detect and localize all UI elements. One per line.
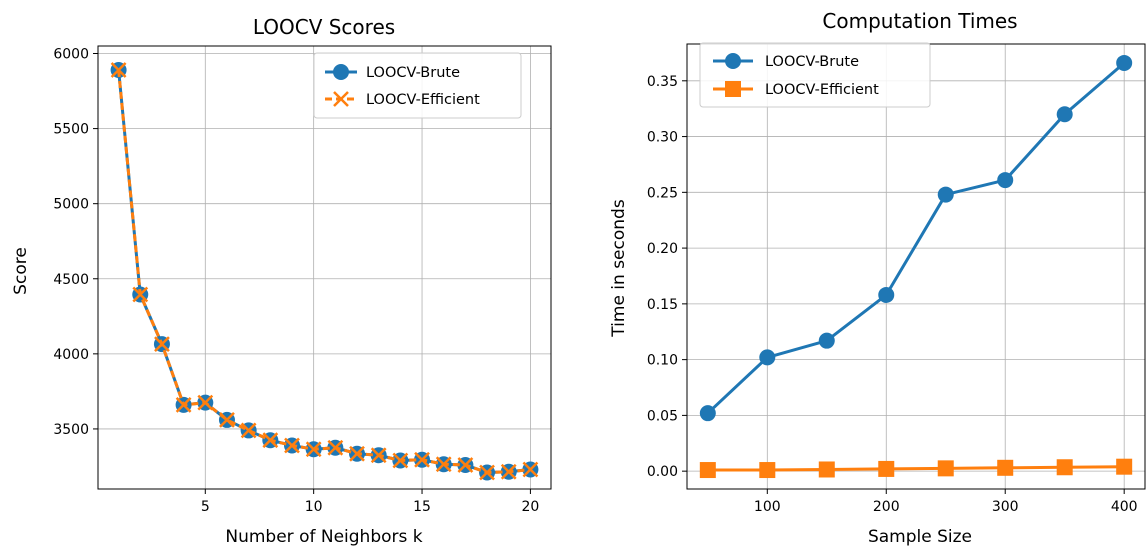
data-point: [878, 460, 895, 477]
data-point: [937, 186, 954, 203]
data-point: [1116, 54, 1133, 71]
data-point: [197, 394, 214, 411]
data-point: [500, 463, 517, 480]
y-tick-label: 0.20: [647, 241, 678, 257]
legend-marker-brute: [725, 53, 741, 69]
data-point: [175, 397, 192, 413]
y-tick-label: 4000: [53, 347, 89, 363]
legend-label-efficient: LOOCV-Efficient: [366, 92, 480, 108]
ticks: 100 200 300 400 0.00 0.05 0.10 0.15 0.20 0.25 0.30…: [647, 74, 1138, 515]
grid: [686, 43, 1146, 490]
plot-frame: [686, 43, 1146, 490]
y-tick-label: 6000: [53, 47, 89, 63]
plot-frame: [97, 45, 552, 490]
data-point: [132, 286, 149, 303]
x-tick-label: 100: [754, 499, 781, 515]
series-line-1: [707, 465, 1125, 472]
data-point: [997, 172, 1014, 189]
legend-marker-brute: [333, 64, 349, 80]
data-point: [1056, 106, 1073, 123]
series-layer: [699, 54, 1133, 479]
y-tick-label: 0.35: [647, 74, 678, 90]
y-tick-label: 5500: [53, 122, 89, 138]
data-point: [997, 459, 1014, 476]
legend-box: [313, 52, 522, 119]
series-line-0: [706, 61, 1126, 415]
y-tick-label: 0.05: [647, 408, 678, 424]
data-point: [937, 460, 954, 477]
data-point: [349, 445, 365, 462]
series-line-1: [117, 69, 531, 474]
x-tick-label: 20: [521, 499, 539, 515]
data-point: [435, 456, 452, 473]
data-point: [1056, 459, 1073, 476]
chart-title: LOOCV Scores: [253, 15, 395, 39]
legend-box: [699, 42, 931, 108]
ticks: 5 10 15 20 3500 4000 4500 5000 5500 6000: [53, 47, 539, 515]
chart-title: Computation Times: [822, 9, 1017, 33]
legend-marker-efficient: [333, 91, 349, 107]
data-point: [370, 447, 387, 464]
data-point: [110, 62, 127, 78]
y-tick-label: 0.15: [647, 297, 678, 313]
y-tick-label: 0.25: [647, 185, 678, 201]
data-point: [878, 286, 895, 303]
y-tick-label: 0.30: [647, 130, 678, 146]
y-tick-label: 0.10: [647, 353, 678, 369]
legend-label-efficient: LOOCV-Efficient: [765, 82, 879, 98]
data-point: [818, 332, 835, 349]
data-point: [284, 437, 300, 454]
data-point: [305, 441, 322, 458]
x-tick-label: 10: [305, 499, 323, 515]
y-axis-label: Time in seconds: [609, 199, 629, 338]
legend: LOOCV-Brute LOOCV-Efficient: [699, 42, 931, 108]
data-point: [522, 461, 539, 478]
legend: LOOCV-Brute LOOCV-Efficient: [313, 52, 522, 119]
x-tick-label: 200: [873, 499, 900, 515]
data-point: [818, 461, 835, 478]
y-axis-label: Score: [11, 247, 31, 295]
data-point: [327, 439, 344, 456]
y-tick-label: 0.00: [647, 464, 678, 480]
x-tick-label: 15: [413, 499, 431, 515]
data-point: [414, 451, 430, 468]
data-point: [457, 457, 474, 473]
x-tick-label: 400: [1111, 499, 1138, 515]
x-axis-label: Sample Size: [868, 527, 972, 547]
legend-label-brute: LOOCV-Brute: [366, 65, 460, 81]
data-point: [479, 464, 495, 481]
data-point: [1116, 458, 1133, 475]
data-point: [699, 405, 716, 422]
series-layer: [110, 62, 539, 481]
computation-times-chart: Computation Times Sample Size Time in se…: [609, 9, 1146, 547]
y-tick-label: 4500: [53, 272, 89, 288]
data-point: [240, 422, 257, 439]
data-point: [219, 412, 235, 428]
data-point: [392, 452, 409, 469]
x-tick-label: 5: [201, 499, 210, 515]
y-tick-label: 3500: [53, 422, 89, 438]
data-point: [154, 336, 170, 352]
loocv-scores-chart: LOOCV Scores Number of Neighbors k Score…: [11, 15, 552, 547]
legend-marker-efficient: [725, 81, 741, 97]
data-point: [699, 462, 716, 479]
x-tick-label: 300: [992, 499, 1019, 515]
data-point: [262, 432, 279, 449]
data-point: [759, 349, 776, 366]
x-axis-label: Number of Neighbors k: [225, 527, 422, 547]
data-point: [759, 462, 776, 479]
y-tick-label: 5000: [53, 197, 89, 213]
legend-label-brute: LOOCV-Brute: [765, 54, 859, 70]
